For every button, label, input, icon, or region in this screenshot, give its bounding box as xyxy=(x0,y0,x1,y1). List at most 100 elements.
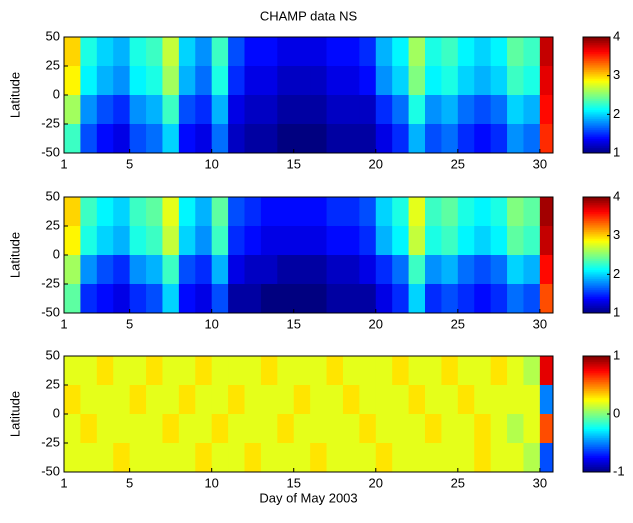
colorbar-segment xyxy=(583,303,610,307)
heatmap-cell xyxy=(129,385,147,415)
colorbar-segment xyxy=(583,441,610,444)
heatmap-cell xyxy=(375,356,393,386)
colorbar-segment xyxy=(583,82,610,85)
colorbar-segment xyxy=(583,437,610,440)
colorbar-segment xyxy=(583,408,610,411)
heatmap-cell xyxy=(146,197,163,227)
heatmap-cell xyxy=(441,443,459,472)
heatmap-cell xyxy=(80,226,98,256)
heatmap-cell xyxy=(342,37,360,67)
heatmap-cell xyxy=(146,414,163,444)
heatmap-cell xyxy=(539,37,553,67)
colorbar-segment xyxy=(583,105,610,109)
colorbar-segment xyxy=(583,242,610,245)
heatmap-cell xyxy=(359,255,377,285)
heatmap-cell xyxy=(474,443,492,472)
colorbar-segment xyxy=(583,462,610,466)
heatmap-cell xyxy=(392,37,410,67)
colorbar-segment xyxy=(583,197,610,200)
heatmap-cell xyxy=(80,66,98,96)
colorbar-segment xyxy=(583,287,610,290)
heatmap-cell xyxy=(342,197,360,227)
colorbar-segment xyxy=(583,64,610,67)
colorbar-segment xyxy=(583,93,610,96)
heatmap-cell xyxy=(326,255,344,285)
heatmap-cell xyxy=(129,356,147,386)
heatmap-cell xyxy=(310,66,328,96)
heatmap-cell xyxy=(162,66,180,96)
colorbar-segment xyxy=(583,404,610,408)
colorbar-segment xyxy=(583,271,610,274)
colorbar-segment xyxy=(583,459,610,462)
heatmap-cell xyxy=(375,37,393,67)
heatmap-cell xyxy=(80,284,98,313)
colorbar-segment xyxy=(583,89,610,92)
x-tick-label: 25 xyxy=(451,156,465,171)
heatmap-cell xyxy=(96,95,114,125)
colorbar-segment xyxy=(583,412,610,415)
heatmap-cell xyxy=(359,124,377,153)
heatmap-cell xyxy=(162,385,180,415)
heatmap-cell xyxy=(326,197,344,227)
x-tick-label: 10 xyxy=(204,475,218,490)
heatmap-cell xyxy=(441,124,459,153)
colorbar-segment xyxy=(583,218,610,222)
heatmap-cell xyxy=(539,385,553,415)
heatmap-cell xyxy=(146,95,163,125)
colorbar-segment xyxy=(583,274,610,278)
colorbar-segment xyxy=(583,260,610,263)
colorbar-tick-label: 1 xyxy=(613,304,620,319)
heatmap-cell xyxy=(228,385,246,415)
heatmap-cell xyxy=(211,414,229,444)
heatmap-cell xyxy=(228,37,246,67)
heatmap-cell xyxy=(375,385,393,415)
heatmap-cell xyxy=(310,284,328,313)
heatmap-cell xyxy=(211,356,229,386)
heatmap-cell xyxy=(228,255,246,285)
heatmap-cell xyxy=(457,226,475,256)
x-tick-label: 30 xyxy=(533,156,547,171)
colorbar-segment xyxy=(583,222,610,225)
colorbar-segment xyxy=(583,428,610,431)
colorbar-segment xyxy=(583,138,610,141)
heatmap-cell xyxy=(523,124,541,153)
heatmap-cell xyxy=(244,37,262,67)
colorbar-segment xyxy=(583,200,610,203)
heatmap-cell xyxy=(129,284,147,313)
heatmap-cell xyxy=(474,37,492,67)
heatmap-cell xyxy=(342,356,360,386)
x-tick-label: 10 xyxy=(204,316,218,331)
chart-title: CHAMP data NS xyxy=(260,8,358,23)
heatmap-cell xyxy=(244,66,262,96)
heatmap-cell xyxy=(408,443,426,472)
colorbar-segment xyxy=(583,262,610,265)
heatmap-cell xyxy=(408,124,426,153)
colorbar-segment xyxy=(583,122,610,125)
heatmap-cell xyxy=(539,443,553,472)
heatmap-cell xyxy=(162,356,180,386)
heatmap-cell xyxy=(375,284,393,313)
heatmap-cell xyxy=(310,197,328,227)
heatmap-cell xyxy=(490,226,508,256)
heatmap-cell xyxy=(244,414,262,444)
heatmap-cell xyxy=(277,284,295,313)
heatmap-cell xyxy=(96,255,114,285)
colorbar-segment xyxy=(583,443,610,446)
colorbar-segment xyxy=(583,51,610,54)
heatmap-cell xyxy=(310,124,328,153)
colorbar-frame xyxy=(582,196,611,314)
y-tick-label: 50 xyxy=(46,188,60,203)
colorbar-segment xyxy=(583,235,610,238)
heatmap-cell xyxy=(507,356,524,386)
colorbar-segment xyxy=(583,394,610,397)
heatmap-cell xyxy=(195,226,213,256)
colorbar-segment xyxy=(583,216,610,220)
heatmap-cell xyxy=(457,385,475,415)
heatmap-cell xyxy=(474,124,492,153)
colorbar-segment xyxy=(583,227,610,231)
heatmap-cell xyxy=(523,37,541,67)
heatmap-cell xyxy=(457,443,475,472)
colorbar-segment xyxy=(583,385,610,388)
heatmap-cell xyxy=(539,226,553,256)
colorbar-segment xyxy=(583,202,610,205)
